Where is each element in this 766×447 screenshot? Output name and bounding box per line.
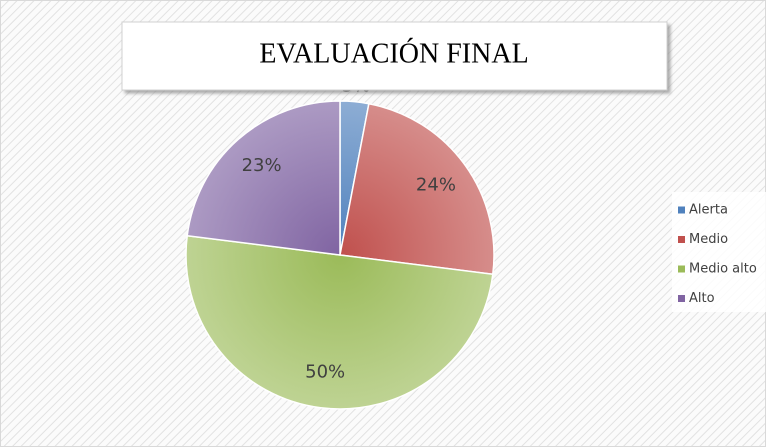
- title-box: EVALUACIÓN FINAL: [121, 21, 668, 91]
- legend-marker: [678, 295, 685, 302]
- legend-marker: [678, 236, 685, 243]
- pie-slice: [185, 234, 494, 410]
- legend-label: Alto: [689, 291, 715, 306]
- pie-slice: [339, 102, 495, 276]
- legend-marker: [678, 206, 685, 214]
- data-label: 50%: [305, 362, 345, 383]
- legend-label: Medio: [689, 232, 728, 247]
- pie-slice: [186, 100, 341, 256]
- legend-marker: [678, 265, 685, 273]
- data-label: 23%: [242, 155, 282, 176]
- legend-background: [672, 192, 766, 312]
- pie: 3%24%50%23%: [185, 75, 495, 410]
- data-label: 24%: [416, 174, 456, 195]
- legend-label: Medio alto: [689, 262, 757, 277]
- legend-label: Alerta: [689, 203, 728, 218]
- chart-title: EVALUACIÓN FINAL: [259, 38, 528, 69]
- title-background: [121, 21, 668, 91]
